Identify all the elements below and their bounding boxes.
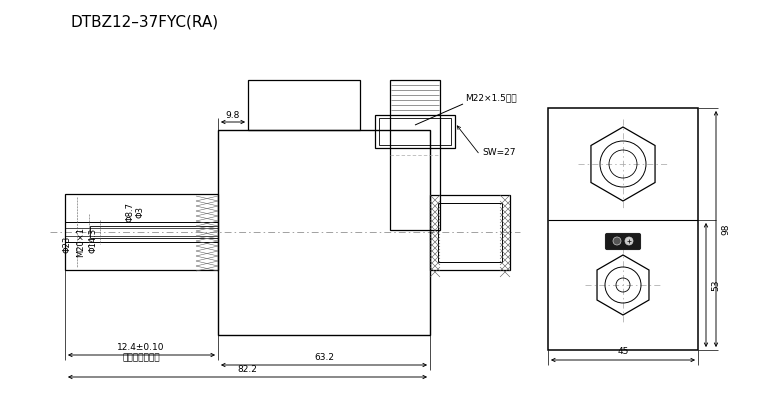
Text: 9.8: 9.8 bbox=[226, 111, 240, 120]
Text: M20×1: M20×1 bbox=[77, 227, 86, 257]
Text: 电磁铁得电位置: 电磁铁得电位置 bbox=[122, 354, 160, 363]
Bar bbox=[379, 118, 451, 145]
Text: 82.2: 82.2 bbox=[237, 365, 257, 374]
FancyBboxPatch shape bbox=[606, 233, 641, 250]
Bar bbox=[430, 195, 510, 270]
Text: Φ23: Φ23 bbox=[62, 235, 71, 253]
Bar bbox=[248, 80, 360, 130]
Bar bbox=[375, 115, 455, 148]
Text: 12.4±0.10: 12.4±0.10 bbox=[117, 342, 164, 352]
Text: 63.2: 63.2 bbox=[314, 352, 334, 361]
Bar bbox=[65, 222, 218, 242]
Text: 53: 53 bbox=[712, 279, 721, 291]
Text: Φ3: Φ3 bbox=[136, 206, 145, 218]
Bar bbox=[548, 108, 698, 350]
Bar bbox=[438, 203, 502, 262]
Text: 45: 45 bbox=[617, 348, 628, 357]
Bar bbox=[65, 194, 218, 270]
Text: Φ8.7: Φ8.7 bbox=[126, 202, 134, 222]
Text: M22×1.5螺纹: M22×1.5螺纹 bbox=[465, 94, 517, 102]
Text: DTBZ12–37FYC(RA): DTBZ12–37FYC(RA) bbox=[70, 15, 218, 30]
Bar bbox=[390, 80, 440, 230]
Circle shape bbox=[613, 237, 621, 245]
Circle shape bbox=[625, 237, 633, 245]
Text: SW=27: SW=27 bbox=[482, 147, 515, 156]
Bar bbox=[90, 226, 218, 238]
Text: Φ14.3: Φ14.3 bbox=[89, 228, 98, 252]
Text: 98: 98 bbox=[722, 223, 731, 235]
Bar bbox=[218, 130, 430, 335]
